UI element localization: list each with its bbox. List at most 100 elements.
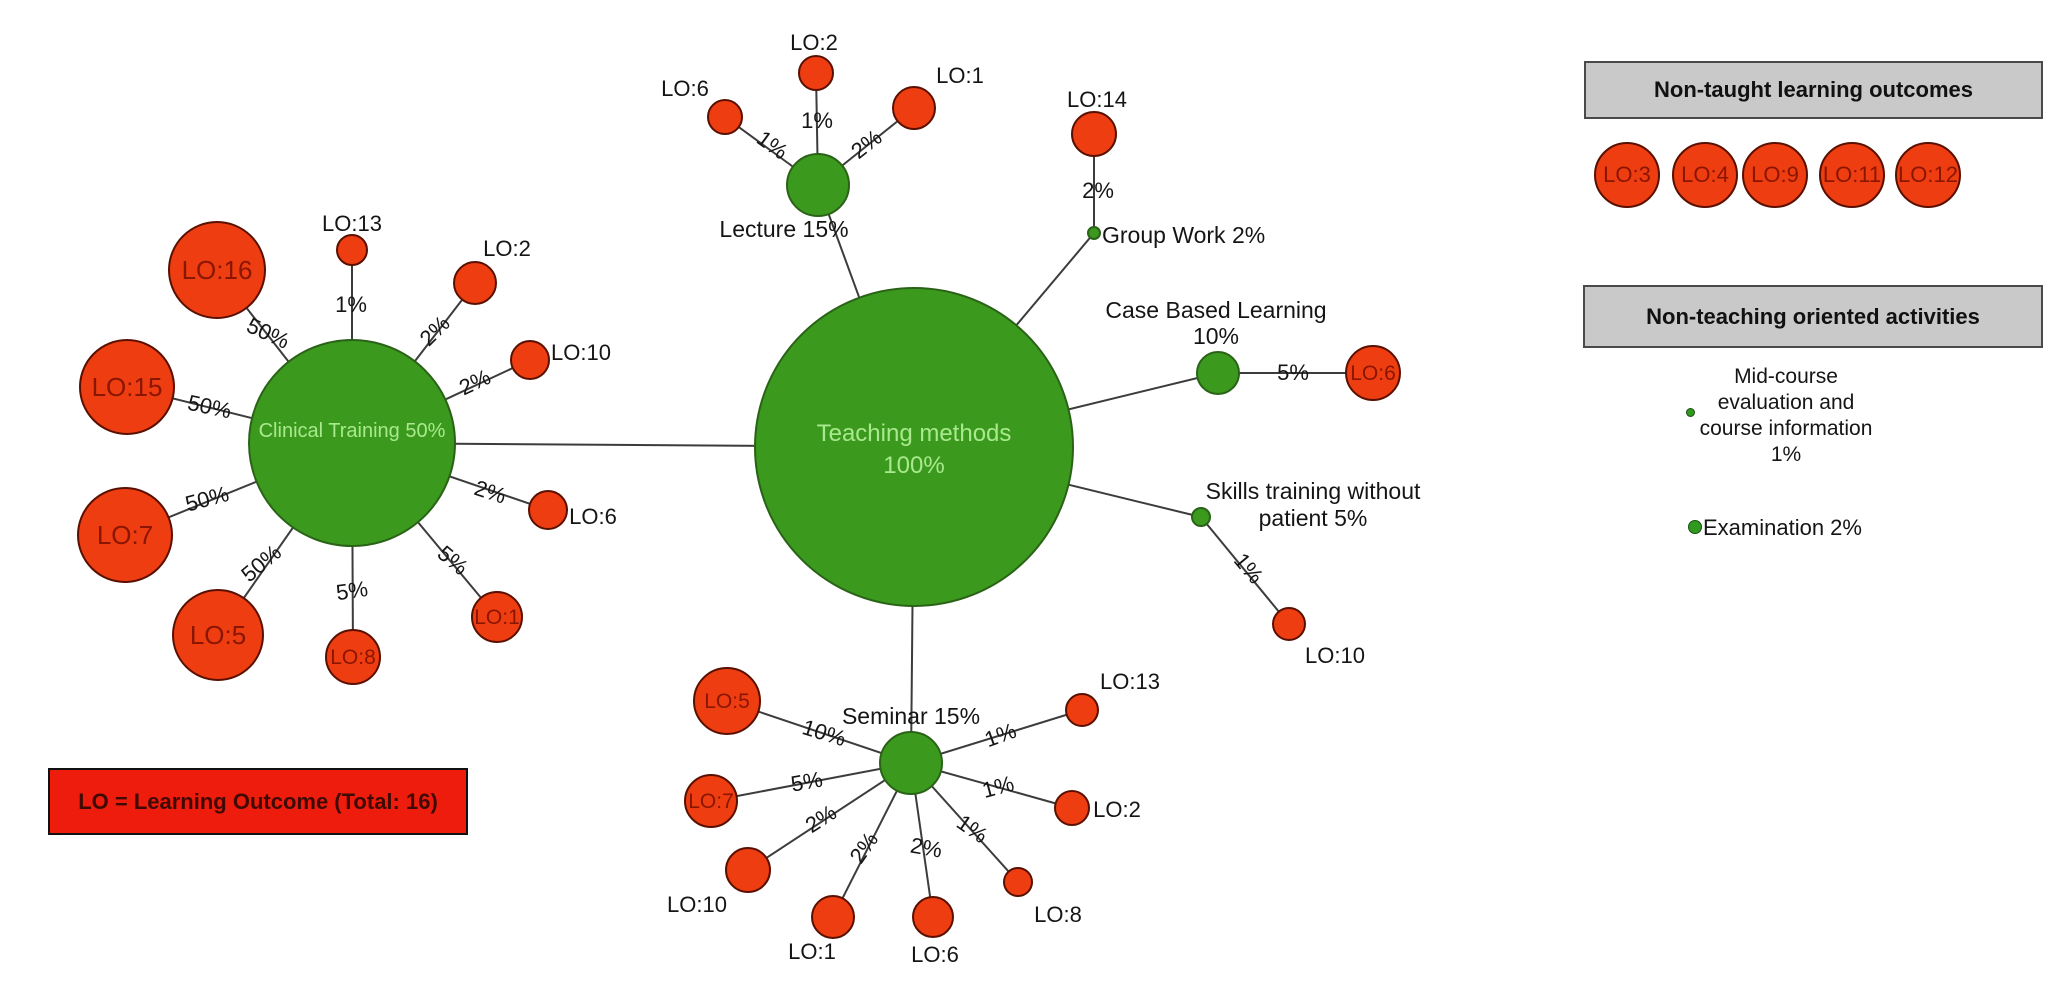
edge-label-seminar-lo1: 2% <box>844 828 883 868</box>
node-label-clinical-training-lo13: LO:13 <box>322 211 382 236</box>
node-clinical-training-lo6 <box>528 490 568 530</box>
edge-label-case-based-learning-lo6: 5% <box>1277 360 1309 385</box>
node-label-seminar-lo10: LO:10 <box>667 892 727 917</box>
nodes-layer <box>77 55 1401 939</box>
node-label-group-work: Group Work 2% <box>1102 222 1265 248</box>
node-label-clinical-training-lo1: LO:1 <box>474 606 520 629</box>
node-clinical-training-lo15 <box>79 339 175 435</box>
node-label-clinical-training-lo7: LO:7 <box>97 520 153 550</box>
node-lecture-lo2 <box>798 55 834 91</box>
edge-label-lecture-lo2: 1% <box>801 108 833 133</box>
node-teaching-methods <box>754 287 1074 607</box>
examination-entry: Examination 2% <box>1703 515 1862 540</box>
edge-label-clinical-training-lo10: 2% <box>455 364 494 400</box>
node-label-seminar-lo5: LO:5 <box>704 690 750 713</box>
edge-label-seminar-lo6: 2% <box>908 833 944 863</box>
edge-label-clinical-training-lo6: 2% <box>471 475 509 509</box>
mid-course-line-1: Mid-course <box>1734 365 1838 388</box>
edge-label-group-work-lo14: 2% <box>1082 178 1114 203</box>
node-label-case-based-learning-lo6: LO:6 <box>1350 362 1396 385</box>
node-label-lecture-lo6: LO:6 <box>661 76 709 101</box>
node-label-clinical-training-lo16: LO:16 <box>182 255 253 285</box>
non-taught-legend-title-text: Non-taught learning outcomes <box>1654 77 1973 102</box>
node-label-lecture-lo1: LO:1 <box>936 63 984 88</box>
node-seminar-lo1 <box>811 895 855 939</box>
node-label-lecture: Lecture 15% <box>719 216 848 242</box>
mid-course-entry: Mid-course evaluation and course informa… <box>1676 364 1896 468</box>
edge-label-lecture-lo6: 1% <box>752 125 792 164</box>
node-clinical-training-lo13 <box>336 234 368 266</box>
node-label-seminar-lo7: LO:7 <box>688 790 734 813</box>
mid-course-line-2: evaluation and <box>1717 391 1855 414</box>
node-label-seminar-lo6: LO:6 <box>911 942 959 967</box>
node-seminar-lo6 <box>912 896 954 938</box>
legend-outcome-lo3: LO:3 <box>1594 142 1660 208</box>
legend-outcome-lo4: LO:4 <box>1672 142 1738 208</box>
node-skills-training-without-patient-lo10 <box>1272 607 1306 641</box>
node-clinical-training-lo10 <box>510 340 550 380</box>
node-clinical-training-lo1 <box>471 591 523 643</box>
mid-course-line-4: 1% <box>1770 443 1802 466</box>
mid-course-line-3: course information <box>1699 417 1873 440</box>
node-case-based-learning <box>1196 351 1240 395</box>
node-label-seminar-lo8: LO:8 <box>1034 902 1082 927</box>
edge-label-clinical-training-lo16: 50% <box>243 313 293 354</box>
node-label-clinical-training-lo10: LO:10 <box>551 340 611 365</box>
node-seminar-lo10 <box>725 847 771 893</box>
node-seminar-lo7 <box>684 774 738 828</box>
node-label-seminar-lo2: LO:2 <box>1093 797 1141 822</box>
legend-outcome-lo9: LO:9 <box>1742 142 1808 208</box>
node-seminar-lo2 <box>1054 790 1090 826</box>
node-clinical-training <box>248 339 456 547</box>
node-clinical-training-lo8 <box>325 629 381 685</box>
node-case-based-learning-lo6 <box>1345 345 1401 401</box>
node-label-clinical-training-lo8: LO:8 <box>330 646 376 669</box>
mid-course-dot-icon <box>1686 408 1695 417</box>
node-lecture-lo6 <box>707 99 743 135</box>
edge-label-clinical-training-lo13: 1% <box>335 292 367 317</box>
edge-label-clinical-training-lo7: 50% <box>183 481 232 517</box>
node-label-lecture-lo2: LO:2 <box>790 30 838 55</box>
node-seminar-lo8 <box>1003 867 1033 897</box>
legend-outcome-lo11: LO:11 <box>1819 142 1885 208</box>
node-label-skills-training-without-patient: Skills training without patient 5% <box>1206 478 1421 531</box>
edge-label-skills-training-without-patient-lo10: 1% <box>1229 548 1269 588</box>
node-seminar-lo5 <box>693 667 761 735</box>
legend-outcome-lo12: LO:12 <box>1895 142 1961 208</box>
node-group-work <box>1087 226 1101 240</box>
node-label-skills-training-without-patient-lo10: LO:10 <box>1305 643 1365 668</box>
non-teaching-legend-title-text: Non-teaching oriented activities <box>1646 303 1980 329</box>
node-clinical-training-lo16 <box>168 221 266 319</box>
lo-abbreviation-note-text: LO = Learning Outcome (Total: 16) <box>78 788 438 814</box>
node-label-clinical-training-lo5: LO:5 <box>190 620 246 650</box>
edge-skills-training-without-patient-lo10 <box>1200 516 1290 625</box>
node-label-seminar: Seminar 15% <box>842 703 980 729</box>
node-label-clinical-training-lo6: LO:6 <box>569 504 617 529</box>
node-label-seminar-lo13: LO:13 <box>1100 669 1160 694</box>
node-lecture-lo1 <box>892 86 936 130</box>
examination-dot-icon <box>1688 520 1702 534</box>
node-label-teaching-methods: Teaching methods 100% <box>817 420 1012 479</box>
node-seminar <box>879 731 943 795</box>
node-clinical-training-lo5 <box>172 589 264 681</box>
node-label-seminar-lo1: LO:1 <box>788 939 836 964</box>
node-label-case-based-learning: Case Based Learning 10% <box>1105 297 1326 349</box>
node-clinical-training-lo7 <box>77 487 173 583</box>
node-label-clinical-training-lo2: LO:2 <box>483 236 531 261</box>
non-taught-legend-title: Non-taught learning outcomes <box>1584 61 2043 119</box>
node-skills-training-without-patient <box>1191 507 1211 527</box>
edge-label-clinical-training-lo15: 50% <box>185 390 233 424</box>
edge-label-seminar-lo2: 1% <box>979 771 1016 803</box>
node-label-group-work-lo14: LO:14 <box>1067 87 1127 112</box>
node-seminar-lo13 <box>1065 693 1099 727</box>
edge-label-seminar-lo13: 1% <box>981 718 1019 752</box>
edge-seminar-lo10 <box>747 762 912 871</box>
lo-abbreviation-note: LO = Learning Outcome (Total: 16) <box>48 768 468 835</box>
edge-label-clinical-training-lo8: 5% <box>334 576 369 605</box>
edge-label-seminar-lo7: 5% <box>789 767 825 797</box>
node-label-clinical-training: Clinical Training 50% <box>259 420 446 442</box>
node-lecture <box>786 153 850 217</box>
node-clinical-training-lo2 <box>453 261 497 305</box>
node-group-work-lo14 <box>1071 111 1117 157</box>
